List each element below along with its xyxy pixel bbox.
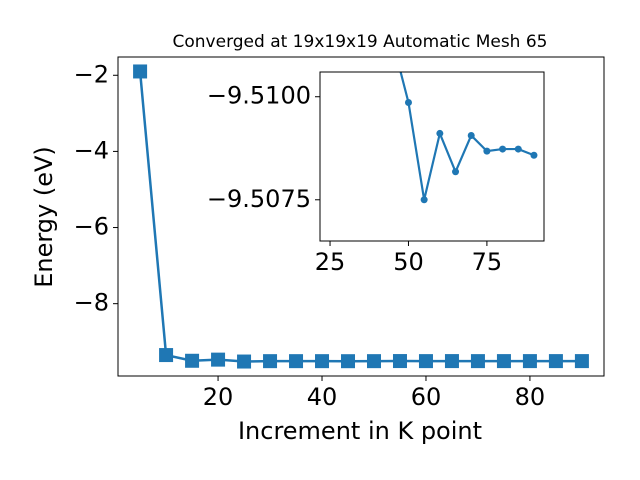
chart-title: Converged at 19x19x19 Automatic Mesh 65	[173, 32, 548, 52]
x-tick-label: 80	[515, 383, 546, 411]
marker	[436, 129, 444, 137]
y-tick-label: −4	[74, 136, 109, 164]
marker	[483, 147, 491, 155]
marker	[392, 354, 407, 369]
marker	[444, 354, 459, 369]
y-axis-label: Energy (eV)	[30, 146, 58, 288]
marker	[263, 354, 278, 369]
marker	[452, 168, 460, 176]
data-line	[399, 72, 535, 201]
plot-group	[133, 64, 589, 369]
marker	[420, 196, 428, 204]
marker	[237, 354, 252, 369]
marker	[211, 352, 226, 367]
y-tick-label: −9.5075	[207, 185, 311, 213]
marker	[133, 64, 148, 79]
x-tick-label: 20	[203, 383, 234, 411]
marker	[548, 354, 563, 369]
marker	[341, 354, 356, 369]
marker	[467, 131, 475, 139]
y-tick-label: −6	[74, 213, 109, 241]
plot-group	[399, 72, 538, 204]
marker	[404, 99, 412, 107]
y-tick-label: −8	[74, 289, 109, 317]
marker	[185, 353, 200, 368]
marker	[470, 354, 485, 369]
axes-border	[319, 71, 545, 242]
x-tick-label: 25	[315, 248, 346, 276]
marker	[499, 145, 507, 153]
marker	[289, 354, 304, 369]
x-tick-label: 60	[411, 383, 442, 411]
marker	[418, 354, 433, 369]
axes-frame	[320, 72, 544, 241]
x-tick-label: 50	[393, 248, 424, 276]
marker	[496, 354, 511, 369]
y-tick-label: −2	[74, 60, 109, 88]
x-axis-label: Increment in K point	[238, 417, 482, 445]
marker	[530, 151, 538, 159]
marker	[522, 354, 537, 369]
axes-border	[117, 56, 605, 377]
x-tick-label: 40	[307, 383, 338, 411]
marker	[159, 348, 174, 363]
marker	[366, 354, 381, 369]
marker	[514, 145, 522, 153]
y-tick-label: −9.5100	[207, 82, 311, 110]
marker	[574, 354, 589, 369]
marker	[315, 354, 330, 369]
x-tick-label: 75	[472, 248, 503, 276]
